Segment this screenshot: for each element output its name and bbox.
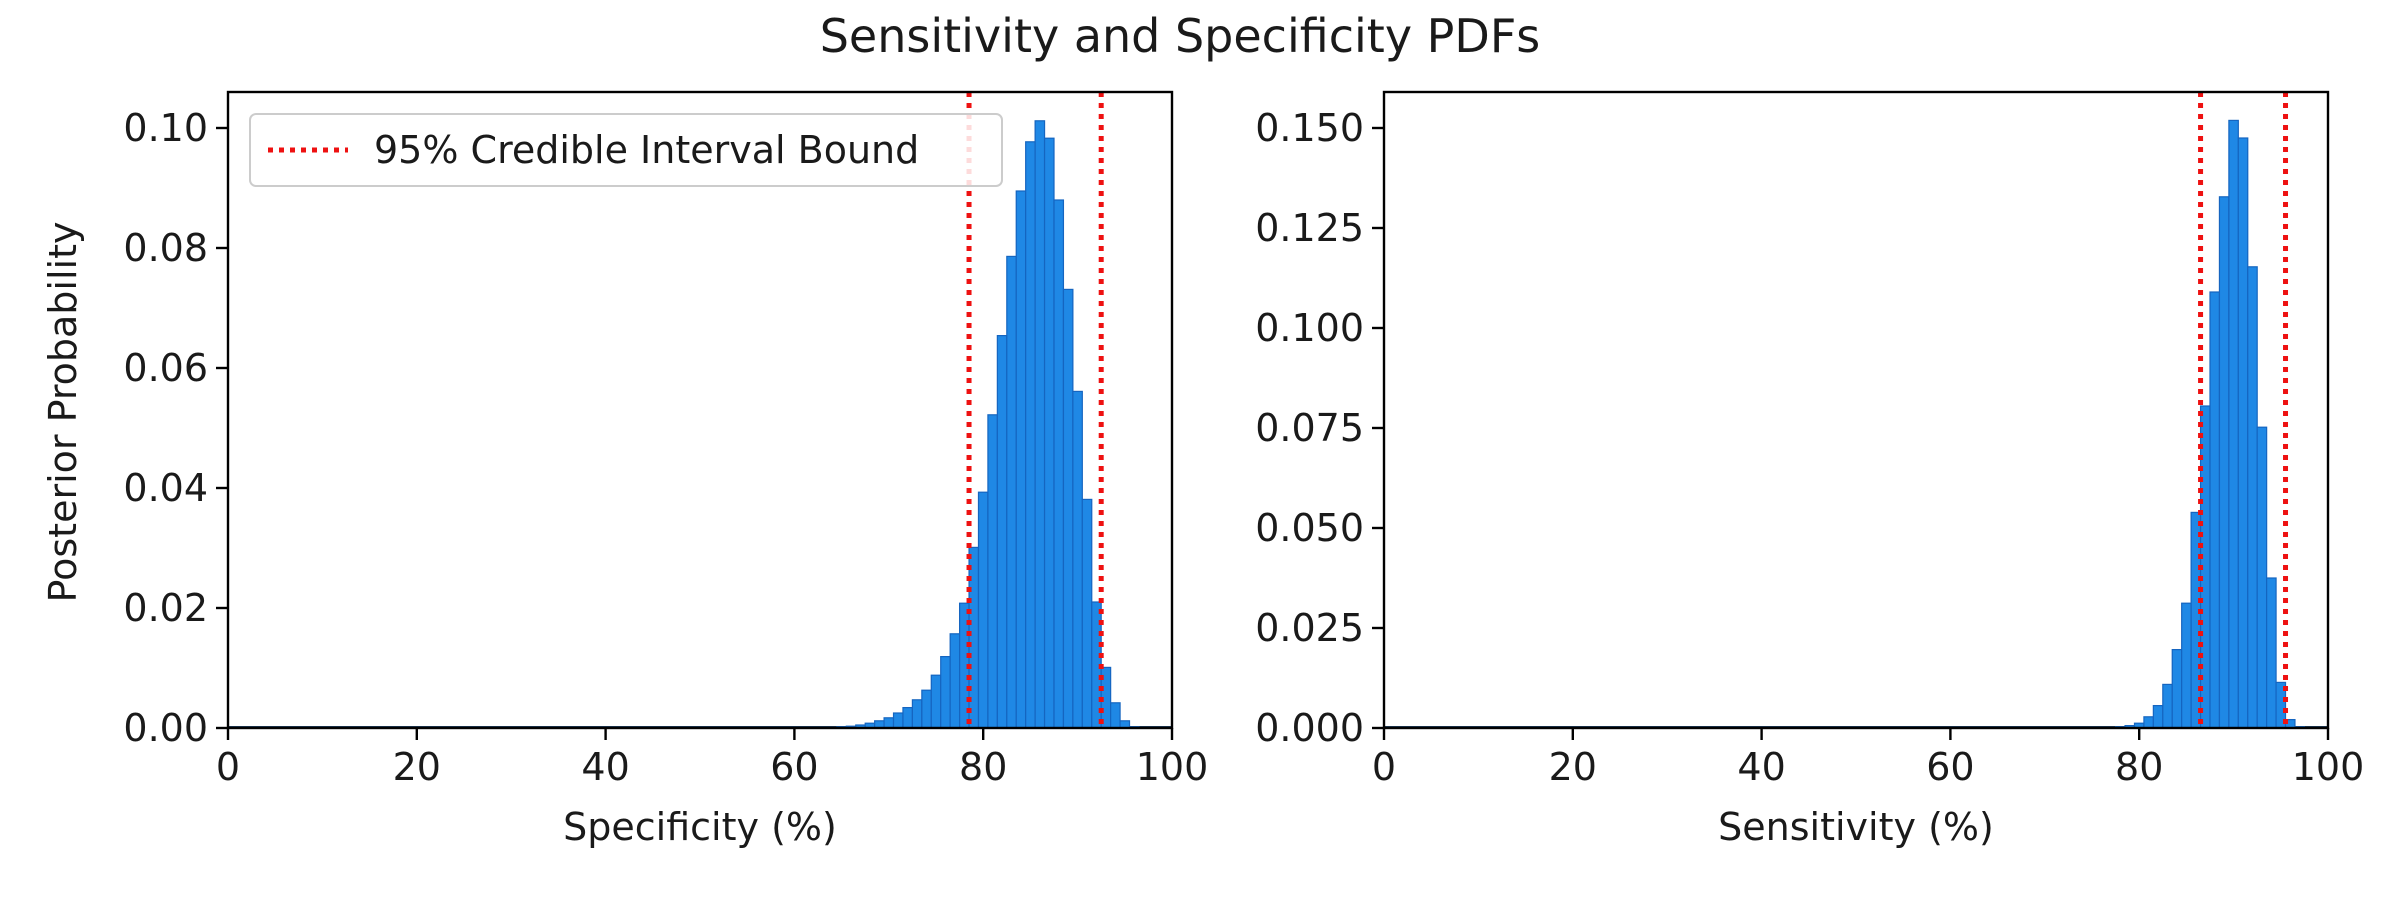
- sensitivity-bar: [2256, 426, 2268, 729]
- specificity-bar: [930, 674, 942, 729]
- specificity-bar: [892, 712, 904, 729]
- legend-label: 95% Credible Interval Bound: [374, 128, 919, 172]
- specificity-y-tick-label: 0.06: [123, 346, 208, 390]
- sensitivity-x-tick-label: 100: [2292, 745, 2365, 789]
- specificity-bar: [1081, 498, 1093, 729]
- sensitivity-bar: [2247, 266, 2258, 729]
- specificity-bar: [1053, 199, 1065, 729]
- sensitivity-y-tick-label: 0.125: [1255, 206, 1364, 250]
- sensitivity-x-tick-label: 60: [1926, 745, 1974, 789]
- specificity-bar: [1034, 120, 1046, 729]
- specificity-bar: [902, 706, 914, 729]
- sensitivity-bar: [2218, 196, 2230, 729]
- sensitivity-y-tick-label: 0.050: [1255, 506, 1364, 550]
- sensitivity-bar: [2171, 648, 2183, 729]
- specificity-bar: [1062, 288, 1074, 729]
- specificity-bar: [921, 689, 932, 729]
- sensitivity-y-tick-label: 0.075: [1255, 406, 1364, 450]
- sensitivity-y-tick-label: 0.100: [1255, 306, 1364, 350]
- sensitivity-bar: [2152, 704, 2164, 729]
- sensitivity-bar: [2143, 716, 2154, 729]
- figure-title: Sensitivity and Specificity PDFs: [820, 9, 1541, 63]
- specificity-bar: [911, 699, 923, 729]
- specificity-y-tick-label: 0.04: [123, 466, 208, 510]
- sensitivity-panel: Sensitivity (%) 0 20 40 60 80 100 0.000 0.025 0.…: [1255, 90, 2365, 849]
- specificity-bar: [1043, 137, 1055, 729]
- specificity-x-tick-label: 20: [393, 745, 441, 789]
- specificity-plot-frame: [226, 90, 1174, 730]
- specificity-bar: [987, 414, 998, 729]
- sensitivity-bar: [2181, 602, 2192, 729]
- sensitivity-bar: [2266, 577, 2277, 729]
- specificity-y-tick-label: 0.08: [123, 226, 208, 270]
- specificity-bar: [1015, 190, 1027, 729]
- sensitivity-bar: [2209, 291, 2221, 729]
- sensitivity-x-tick-label: 40: [1737, 745, 1785, 789]
- specificity-x-tick-label: 60: [770, 745, 818, 789]
- specificity-bar: [1110, 702, 1121, 729]
- sensitivity-x-tick-label: 20: [1549, 745, 1597, 789]
- specificity-y-tick-label: 0.10: [123, 106, 208, 150]
- specificity-bar: [940, 655, 951, 729]
- specificity-y-tick-label: 0.02: [123, 586, 208, 630]
- specificity-x-tick-label: 0: [216, 745, 240, 789]
- sensitivity-bar: [2237, 137, 2249, 729]
- specificity-bar: [1072, 390, 1083, 729]
- specificity-x-tick-label: 80: [959, 745, 1007, 789]
- sensitivity-x-tick-label: 80: [2115, 745, 2163, 789]
- sensitivity-bar: [2162, 683, 2173, 729]
- sensitivity-bar: [2228, 119, 2239, 729]
- sensitivity-y-tick-label: 0.025: [1255, 606, 1364, 650]
- specificity-x-tick-label: 100: [1136, 745, 1209, 789]
- sensitivity-y-tick-label: 0.150: [1255, 106, 1364, 150]
- specificity-bar: [1006, 255, 1017, 729]
- sensitivity-x-axis-label: Sensitivity (%): [1718, 805, 1994, 849]
- specificity-bar: [1025, 141, 1036, 729]
- specificity-x-tick-label: 40: [581, 745, 629, 789]
- specificity-bar: [949, 633, 961, 729]
- legend-box: [249, 113, 1003, 187]
- sensitivity-x-tick-label: 0: [1372, 745, 1396, 789]
- sensitivity-y-tick-label: 0.000: [1255, 706, 1364, 750]
- specificity-bar: [996, 335, 1008, 729]
- specificity-y-axis-label: Posterior Probability: [41, 222, 85, 603]
- specificity-panel: Posterior Probability Specificity (%) 0 2…: [41, 90, 1209, 849]
- specificity-x-axis-label: Specificity (%): [563, 805, 837, 849]
- specificity-bar: [883, 717, 895, 729]
- sensitivity-plot-frame: [1382, 90, 2330, 730]
- specificity-y-tick-label: 0.00: [123, 706, 208, 750]
- specificity-bar: [977, 491, 989, 729]
